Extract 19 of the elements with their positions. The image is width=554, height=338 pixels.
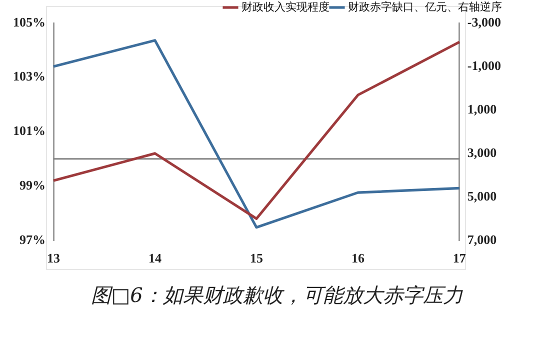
y-tick-label: 99% [20, 177, 46, 192]
x-tick-label: 16 [351, 250, 365, 266]
y2-tick-label: 5,000 [467, 188, 497, 204]
text: 图□6：如果财政歉收，可能放大赤字压力 [90, 282, 464, 309]
x-tick-label: 17 [452, 250, 466, 266]
y2-tick-label: 7,000 [467, 232, 497, 247]
y-tick-label: 105% [13, 14, 46, 30]
legend-label: 财政收入实现程度 [242, 0, 330, 14]
y-tick-label: 103% [13, 68, 46, 84]
x-tick-label: 13 [47, 250, 60, 266]
x-tick-label: 14 [148, 250, 162, 266]
y2-tick-label: 3,000 [467, 144, 497, 160]
legend-label: 财政赤字缺口、亿元、右轴逆序 [348, 0, 502, 14]
y2-tick-label: -3,000 [467, 14, 502, 30]
y-tick-label: 97% [20, 232, 46, 247]
y-tick-label: 101% [13, 123, 46, 138]
x-tick-label: 15 [250, 250, 264, 266]
y2-tick-label: 1,000 [467, 101, 497, 116]
y2-tick-label: -1,000 [467, 58, 502, 73]
